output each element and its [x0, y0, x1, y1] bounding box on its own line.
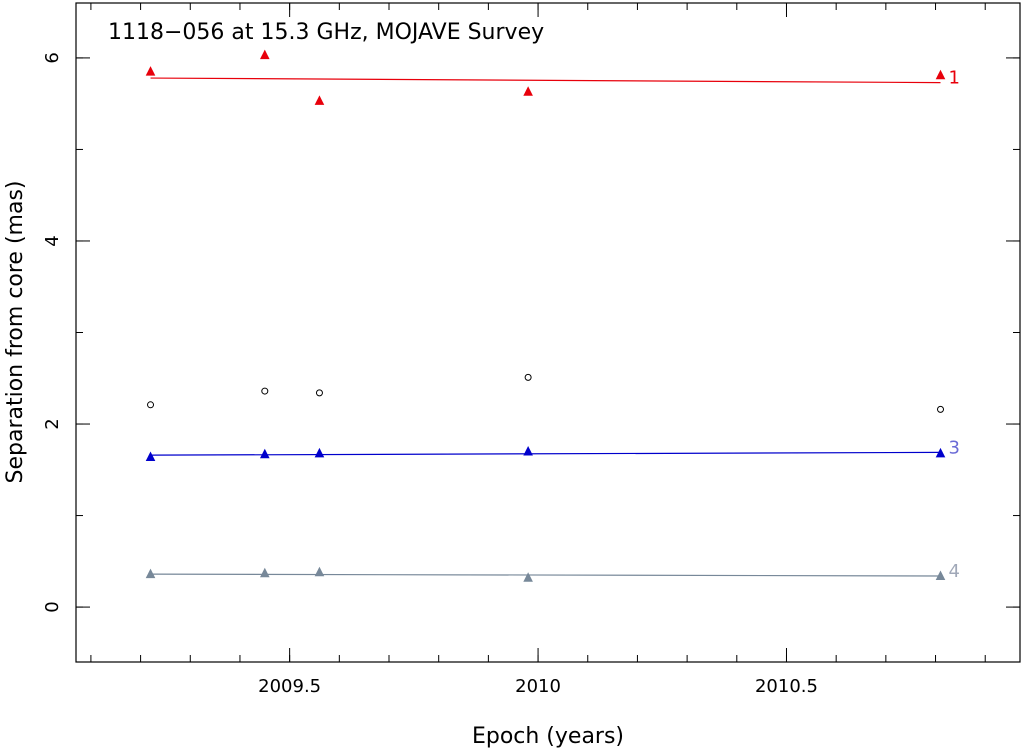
x-tick-label: 2010.5	[755, 676, 818, 697]
data-marks	[145, 49, 946, 582]
data-point-unnamed	[937, 405, 945, 413]
data-point-4	[260, 567, 270, 578]
data-point-3	[523, 445, 533, 456]
data-point-1	[935, 69, 946, 80]
fit-lines	[150, 77, 941, 577]
x-axis-label: Epoch (years)	[472, 724, 624, 749]
data-point-1	[523, 86, 533, 96]
x-tick-label: 2009.5	[258, 676, 321, 697]
chart-title: 1118−056 at 15.3 GHz, MOJAVE Survey	[108, 20, 544, 45]
x-tick-label: 2010	[515, 676, 561, 697]
data-point-3	[145, 451, 156, 461]
fit-line-3	[150, 451, 941, 456]
data-point-3	[314, 447, 325, 458]
y-tick-label: 2	[42, 418, 63, 429]
data-point-4	[314, 566, 325, 577]
data-point-4	[145, 568, 156, 579]
y-axis-label: Separation from core (mas)	[3, 181, 28, 484]
axis-ticks: 2009.5 2010 2010.5 0 2 4 6	[42, 3, 1020, 697]
component-label-3: 3	[949, 437, 960, 458]
component-labels: 1 3 4	[949, 68, 960, 582]
data-point-1	[260, 49, 270, 60]
data-point-4	[935, 570, 946, 580]
fit-line-1	[150, 77, 941, 84]
fit-line-4	[150, 573, 941, 577]
plot-frame	[75, 2, 1021, 663]
component-label-4: 4	[949, 561, 960, 582]
y-tick-label: 6	[42, 52, 63, 63]
data-point-1	[145, 66, 156, 76]
data-point-3	[260, 448, 270, 459]
data-point-unnamed	[147, 401, 155, 409]
y-tick-label: 0	[42, 601, 63, 612]
data-point-4	[523, 572, 533, 582]
data-point-unnamed	[261, 387, 269, 395]
data-point-1	[314, 95, 325, 105]
data-point-3	[935, 447, 946, 458]
y-tick-label: 4	[42, 235, 63, 246]
data-point-unnamed	[315, 389, 323, 397]
component-label-1: 1	[949, 68, 960, 89]
data-point-unnamed	[524, 373, 532, 381]
